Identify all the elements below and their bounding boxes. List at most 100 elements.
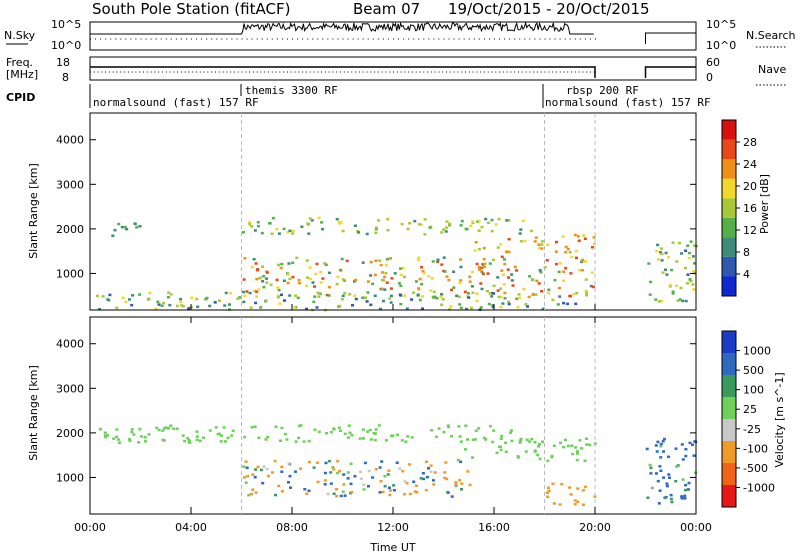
power-cell-332 — [379, 263, 383, 267]
velocity-cell-247 — [262, 465, 266, 468]
velocity-cell-115 — [257, 436, 261, 440]
power-cell-365 — [228, 291, 232, 295]
power-cell-428 — [248, 291, 252, 295]
velocity-cell-303 — [350, 491, 354, 494]
velocity-cell-359 — [649, 472, 653, 475]
power-cell-447 — [278, 302, 282, 305]
velocity-colorbar-swatch-3 — [722, 419, 736, 441]
power-cell-400 — [228, 303, 231, 306]
power-cell-176 — [584, 260, 587, 263]
velocity-cell-8 — [347, 424, 351, 427]
velocity-cell-125 — [172, 427, 176, 430]
velocity-cell-72 — [447, 425, 451, 429]
power-colorbar-tick-label-6: 28 — [743, 136, 757, 149]
velocity-cell-274 — [362, 483, 366, 487]
power-cell-18 — [275, 227, 279, 231]
velocity-cell-350 — [668, 476, 671, 479]
velocity-cell-66 — [161, 429, 165, 432]
power-cell-221 — [466, 292, 470, 295]
velocity-cell-167 — [537, 445, 541, 448]
power-cell-236 — [288, 277, 292, 281]
velocity-cell-136 — [566, 444, 570, 448]
power-cell-287 — [373, 273, 377, 277]
beam-label: Beam 07 — [353, 0, 420, 18]
velocity-cell-262 — [454, 481, 458, 484]
power-cell-246 — [421, 270, 425, 273]
velocity-cell-52 — [280, 426, 284, 430]
velocity-cell-292 — [415, 484, 418, 487]
velocity-cell-306 — [251, 473, 255, 476]
power-cell-309 — [417, 287, 421, 290]
power-cell-299 — [430, 277, 434, 280]
power-cell-184 — [262, 285, 266, 289]
power-cell-151 — [327, 285, 331, 289]
power-cell-345 — [381, 278, 384, 282]
power-cell-413 — [572, 293, 576, 296]
velocity-cell-207 — [254, 468, 257, 471]
power-cell-284 — [295, 256, 299, 260]
velocity-cell-200 — [408, 463, 411, 466]
velocity-cell-11 — [214, 426, 218, 429]
power-cell-163 — [510, 273, 514, 276]
velocity-cell-132 — [584, 437, 588, 440]
velocity-cell-357 — [650, 486, 654, 490]
velocity-cell-249 — [346, 471, 350, 474]
velocity-cell-89 — [339, 429, 343, 432]
power-cell-503 — [433, 295, 437, 299]
velocity-cell-198 — [326, 492, 330, 496]
velocity-cell-267 — [251, 488, 255, 491]
power-cell-381 — [224, 291, 228, 295]
power-cell-484 — [471, 291, 475, 294]
noise-left-tick-low: 10^0 — [51, 39, 81, 52]
power-cell-508 — [648, 293, 652, 296]
power-cell-548 — [671, 290, 675, 293]
power-cell-117 — [582, 234, 586, 237]
cpid-segment-4: normalsound (fast) 157 RF — [545, 96, 711, 109]
velocity-cell-39 — [195, 435, 199, 438]
power-cell-314 — [590, 271, 594, 274]
velocity-cell-229 — [324, 461, 328, 465]
velocity-cell-330 — [684, 488, 687, 492]
power-cell-493 — [115, 306, 119, 310]
power-cell-467 — [154, 307, 158, 311]
velocity-cell-109 — [362, 437, 365, 440]
power-cell-550 — [681, 299, 685, 303]
power-cell-213 — [468, 275, 472, 278]
velocity-cell-363 — [655, 450, 659, 453]
velocity-cell-337 — [688, 441, 692, 445]
power-cell-542 — [656, 258, 660, 261]
power-cell-175 — [339, 269, 343, 272]
velocity-cell-104 — [195, 430, 199, 433]
power-cell-370 — [455, 294, 459, 297]
power-cell-394 — [475, 299, 479, 303]
power-cell-42 — [250, 225, 254, 228]
velocity-cell-1 — [128, 439, 132, 443]
velocity-cell-54 — [457, 425, 461, 428]
velocity-cell-142 — [552, 444, 556, 448]
power-cell-526 — [655, 249, 659, 253]
power-cell-290 — [353, 294, 357, 297]
velocity-cell-0 — [285, 438, 289, 441]
power-cell-500 — [458, 303, 462, 306]
power-cell-355 — [569, 272, 573, 275]
power-cell-277 — [257, 288, 261, 291]
velocity-cell-260 — [380, 460, 384, 463]
velocity-cell-57 — [488, 424, 492, 428]
velocity-cell-219 — [401, 469, 405, 473]
power-cell-334 — [291, 275, 295, 279]
velocity-cell-68 — [198, 439, 202, 443]
power-cell-106 — [540, 243, 544, 246]
velocity-cell-251 — [388, 493, 392, 497]
power-cell-187 — [584, 289, 588, 293]
velocity-cell-264 — [280, 470, 284, 473]
power-cell-178 — [341, 278, 345, 281]
power-cell-34 — [271, 216, 275, 220]
power-cell-188 — [463, 290, 467, 294]
power-cell-305 — [511, 284, 515, 287]
power-cell-504 — [686, 244, 690, 247]
velocity-cell-171 — [456, 458, 460, 462]
velocity-cell-314 — [593, 495, 597, 498]
velocity-cell-177 — [327, 459, 331, 463]
velocity-cell-143 — [575, 458, 579, 462]
power-cell-360 — [195, 297, 199, 301]
